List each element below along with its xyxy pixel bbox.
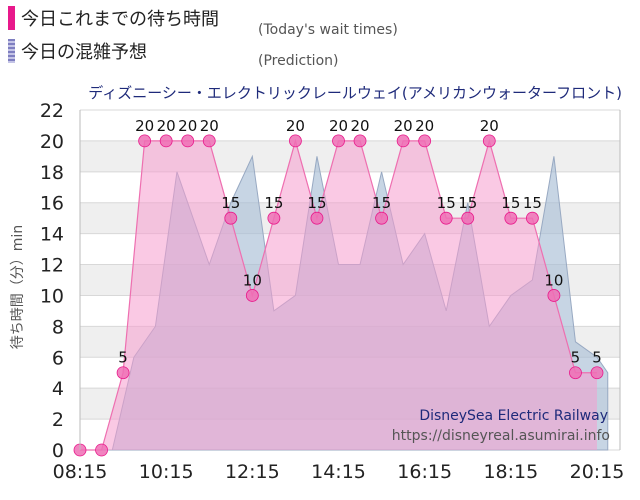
today-data-label: 5 bbox=[592, 349, 602, 367]
y-tick-label: 14 bbox=[40, 224, 64, 246]
legend-prediction-swatch bbox=[8, 39, 15, 63]
legend-today-swatch bbox=[8, 6, 15, 30]
today-point bbox=[138, 134, 152, 148]
x-tick-label: 08:15 bbox=[53, 461, 108, 483]
today-point bbox=[202, 134, 216, 148]
today-data-label: 20 bbox=[157, 117, 176, 135]
legend-prediction: 今日の混雑予想 bbox=[8, 38, 147, 64]
today-data-label: 15 bbox=[437, 194, 456, 212]
today-point bbox=[289, 134, 302, 148]
x-tick-label: 14:15 bbox=[311, 461, 366, 483]
today-data-label: 20 bbox=[286, 117, 305, 135]
y-tick-label: 20 bbox=[40, 131, 64, 153]
today-data-label: 15 bbox=[523, 194, 542, 212]
today-data-label: 20 bbox=[135, 117, 154, 135]
today-point bbox=[525, 211, 539, 225]
today-data-label: 10 bbox=[243, 271, 262, 289]
today-point bbox=[482, 134, 496, 148]
today-point bbox=[375, 211, 388, 225]
today-point bbox=[181, 134, 195, 148]
legend-today-label: 今日これまでの待ち時間 bbox=[21, 9, 219, 30]
y-tick-label: 10 bbox=[40, 285, 64, 307]
today-data-label: 10 bbox=[544, 271, 563, 289]
today-point bbox=[267, 211, 281, 225]
axes: 0 2 4 6 8 10 12 14 16 18 20 22 08:15 10:15 12:15 14:15 1… bbox=[40, 100, 625, 483]
x-tick-label: 18:15 bbox=[483, 461, 538, 483]
legend-prediction-label: 今日の混雑予想 bbox=[21, 42, 147, 63]
today-point bbox=[396, 134, 410, 148]
today-data-label: 20 bbox=[394, 117, 413, 135]
today-point bbox=[439, 211, 453, 225]
today-data-label: 15 bbox=[458, 194, 477, 212]
y-tick-label: 0 bbox=[52, 440, 64, 462]
today-point bbox=[590, 366, 604, 380]
today-point bbox=[310, 211, 324, 225]
today-point bbox=[569, 366, 582, 380]
today-point bbox=[95, 443, 108, 457]
chart-title: ディズニーシー・エレクトリックレールウェイ(アメリカンウォーターフロント) bbox=[88, 84, 622, 102]
today-data-label: 15 bbox=[221, 194, 240, 212]
legend-prediction-sub: (Prediction) bbox=[258, 53, 339, 69]
today-data-label: 15 bbox=[307, 194, 326, 212]
legend-today: 今日これまでの待ち時間 bbox=[8, 5, 219, 31]
today-data-label: 20 bbox=[200, 117, 219, 135]
x-tick-label: 16:15 bbox=[397, 461, 452, 483]
today-data-label: 5 bbox=[571, 349, 581, 367]
y-tick-label: 18 bbox=[40, 162, 64, 184]
y-tick-label: 12 bbox=[40, 255, 64, 277]
today-point bbox=[418, 134, 432, 148]
y-tick-label: 16 bbox=[40, 193, 64, 215]
y-tick-label: 4 bbox=[52, 378, 64, 400]
y-axis-label: 待ち時間（分）min bbox=[10, 225, 26, 349]
y-tick-label: 2 bbox=[52, 409, 64, 431]
today-point bbox=[245, 289, 259, 302]
today-data-label: 20 bbox=[480, 117, 499, 135]
today-data-label: 20 bbox=[178, 117, 197, 135]
today-data-label: 15 bbox=[264, 194, 283, 212]
today-data-label: 20 bbox=[350, 117, 369, 135]
x-tick-label: 20:15 bbox=[570, 461, 625, 483]
legend-today-sub: (Today's wait times) bbox=[258, 22, 398, 38]
y-tick-label: 22 bbox=[40, 100, 64, 122]
y-tick-label: 6 bbox=[52, 347, 64, 369]
today-point bbox=[547, 289, 561, 302]
y-tick-label: 8 bbox=[52, 316, 64, 338]
x-tick-label: 12:15 bbox=[225, 461, 280, 483]
today-point bbox=[332, 134, 345, 148]
today-point bbox=[116, 366, 130, 380]
watermark-url: https://disneyreal.asumirai.info bbox=[392, 428, 610, 444]
today-point bbox=[224, 211, 238, 225]
today-data-label: 5 bbox=[118, 349, 128, 367]
today-data-label: 15 bbox=[501, 194, 520, 212]
today-point bbox=[504, 211, 518, 225]
today-point bbox=[159, 134, 173, 148]
today-data-label: 20 bbox=[329, 117, 348, 135]
x-tick-label: 10:15 bbox=[139, 461, 194, 483]
today-data-label: 20 bbox=[415, 117, 434, 135]
today-point bbox=[353, 134, 367, 148]
watermark-name: DisneySea Electric Railway bbox=[419, 408, 608, 424]
today-data-label: 15 bbox=[372, 194, 391, 212]
today-point bbox=[461, 211, 475, 225]
